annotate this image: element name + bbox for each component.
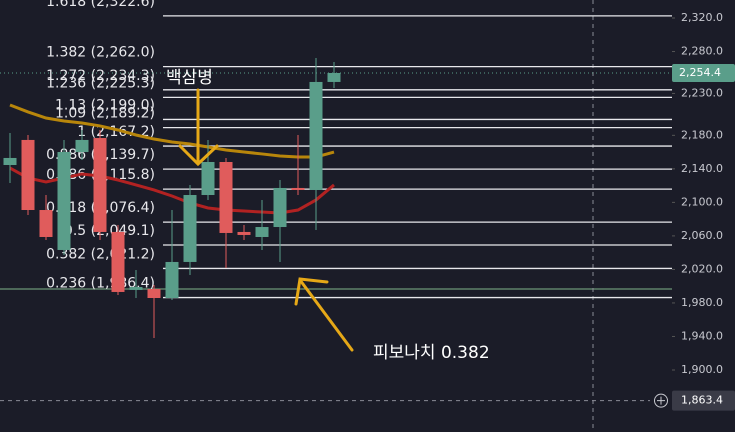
add-icon <box>657 396 665 405</box>
candle-body <box>93 138 107 232</box>
crosshair-tag <box>672 390 735 411</box>
candle-body <box>129 287 143 290</box>
annotation: 백삼병 <box>166 68 213 88</box>
y-tick-label: 2,100.0 <box>681 195 723 208</box>
y-tick-label: 1,940.0 <box>681 329 723 342</box>
moving-average <box>9 103 335 159</box>
fib-levels: 1.618 (2,322.6) 1.382 (2,262.0) 1.272 (2,2… <box>46 0 672 299</box>
arrow-head <box>294 277 329 306</box>
fib-label: 1.13 (2,199.0) <box>55 97 155 113</box>
annotation: 피보나치 0.382 <box>373 343 490 363</box>
fib-label: 1.272 (2,234.3) <box>46 68 155 84</box>
candle-body <box>57 152 71 250</box>
fib-label: 1.618 (2,322.6) <box>46 0 155 10</box>
candle-body <box>219 161 233 233</box>
candle-body <box>237 231 251 235</box>
candle-body <box>3 157 17 166</box>
last-price-label: 2,254.4 <box>679 66 721 79</box>
y-axis: 1,900.0 1,940.0 1,980.0 2,020.0 2,060.0 2,100… <box>672 11 735 411</box>
last-price-tag <box>672 63 735 82</box>
y-tick-label: 2,180.0 <box>681 128 723 141</box>
fib-label: 1.09 (2,189.2) <box>55 106 155 122</box>
fib-label: 0.382 (2,021.2) <box>46 246 155 262</box>
fib-label: 0.236 (1,986.4) <box>46 276 155 292</box>
annotation-arrows <box>178 88 354 352</box>
candle-body <box>309 81 323 190</box>
candle-body <box>147 288 161 299</box>
candle-body <box>201 161 215 196</box>
candle-body <box>165 261 179 299</box>
fib-label: 0.5 (2,049.1) <box>64 223 155 239</box>
candle-body <box>291 187 305 190</box>
y-tick-label: 2,280.0 <box>681 45 723 58</box>
y-tick-label: 2,020.0 <box>681 262 723 275</box>
candle-body <box>183 195 197 262</box>
crosshair-label: 1,863.4 <box>681 394 723 407</box>
arrow-head <box>178 144 219 167</box>
y-tick-label: 2,140.0 <box>681 162 723 175</box>
candle-body <box>273 187 287 228</box>
candles <box>3 57 341 338</box>
y-tick-label: 1,900.0 <box>681 363 723 376</box>
y-tick-label: 2,320.0 <box>681 11 723 24</box>
candle-body <box>255 227 269 237</box>
fib-label: 1.236 (2,225.3) <box>46 75 155 91</box>
candle-body <box>327 72 341 82</box>
fib-label: 1.382 (2,262.0) <box>46 45 155 61</box>
candle-body <box>111 231 125 292</box>
y-tick-label: 1,980.0 <box>681 296 723 309</box>
candle-body <box>21 139 35 211</box>
add-button[interactable] <box>654 393 668 408</box>
arrow <box>298 278 354 352</box>
candle-body <box>75 139 89 153</box>
y-tick-label: 2,230.0 <box>681 86 723 99</box>
y-tick-label: 2,060.0 <box>681 229 723 242</box>
candle-body <box>39 210 53 237</box>
